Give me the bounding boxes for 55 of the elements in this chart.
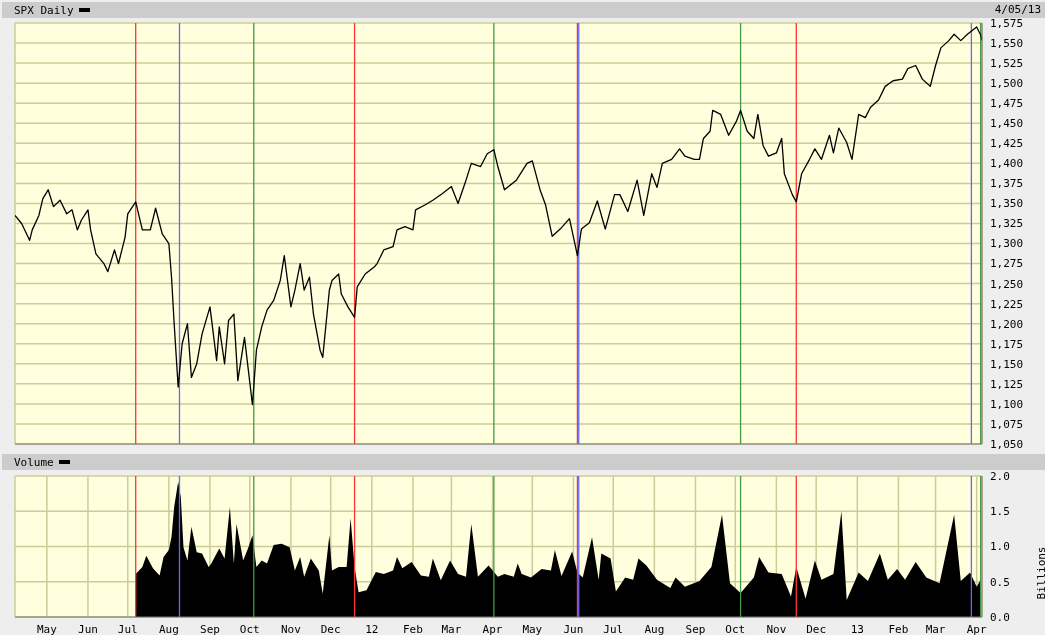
y-tick-label: 1,275 <box>990 257 1024 271</box>
y-tick-label: 0.0 <box>990 610 1010 624</box>
y-tick-label: 1,075 <box>990 417 1024 431</box>
x-tick-label: Sep <box>200 622 220 635</box>
y-tick-label: 1.5 <box>990 505 1010 519</box>
x-tick-label: 12 <box>365 622 379 635</box>
y-tick-label: 1,100 <box>990 397 1024 411</box>
y-tick-label: 1,175 <box>990 337 1024 351</box>
x-tick-label: Feb <box>888 622 909 635</box>
x-tick-label: Jul <box>603 622 624 635</box>
y-tick-label: 1,450 <box>990 117 1024 131</box>
y-tick-label: 1,200 <box>990 317 1024 331</box>
y-tick-label: 1,050 <box>990 437 1024 451</box>
x-tick-label: May <box>36 622 58 635</box>
y-tick-label: 1,225 <box>990 297 1024 311</box>
x-tick-label: Jun <box>78 622 98 635</box>
y-tick-label: 1,125 <box>990 377 1024 391</box>
x-tick-label: Jul <box>117 622 138 635</box>
y-tick-label: 1,475 <box>990 97 1024 111</box>
x-tick-label: Mar <box>925 622 946 635</box>
y-tick-label: 1,525 <box>990 57 1024 70</box>
x-tick-label: May <box>522 622 543 635</box>
y-tick-label: 1.0 <box>990 540 1010 554</box>
x-tick-label: Nov <box>766 622 787 635</box>
y-tick-label: 1,250 <box>990 277 1024 291</box>
y-tick-label: 1,150 <box>990 357 1024 371</box>
x-tick-label: Sep <box>685 622 706 635</box>
y-tick-label: 1,550 <box>990 36 1024 50</box>
y-tick-label: 0.5 <box>990 575 1010 589</box>
x-tick-label: Oct <box>725 622 746 635</box>
x-tick-label: Aug <box>158 622 179 635</box>
y-tick-label: 1,400 <box>990 157 1024 171</box>
x-tick-label: Apr <box>966 622 987 635</box>
x-tick-label: Oct <box>239 622 260 635</box>
x-tick-label: Dec <box>320 622 341 635</box>
y-tick-label: 1,325 <box>990 217 1024 231</box>
x-tick-label: Mar <box>441 622 462 635</box>
x-tick-label: Dec <box>806 622 827 635</box>
text: 4/05/13 <box>994 3 1041 16</box>
y-tick-label: 1,425 <box>990 137 1024 151</box>
x-tick-label: Nov <box>280 622 302 635</box>
legend-label: Volume <box>14 455 54 469</box>
y-tick-label: 2.0 <box>990 469 1010 483</box>
y-tick-label: 1,375 <box>990 177 1024 191</box>
x-tick-label: 13 <box>850 622 864 635</box>
y-tick-label: 1,350 <box>990 197 1024 211</box>
y-axis-title: Billions <box>1034 546 1045 600</box>
y-tick-label: 1,500 <box>990 77 1024 91</box>
y-tick-label: 1,575 <box>990 16 1024 30</box>
y-tick-label: 1,300 <box>990 237 1024 251</box>
x-tick-label: Aug <box>644 622 665 635</box>
x-tick-label: Feb <box>403 622 423 635</box>
x-tick-label: Apr <box>482 622 503 635</box>
x-tick-label: Jun <box>563 622 584 635</box>
legend-label: SPX Daily <box>14 3 74 17</box>
